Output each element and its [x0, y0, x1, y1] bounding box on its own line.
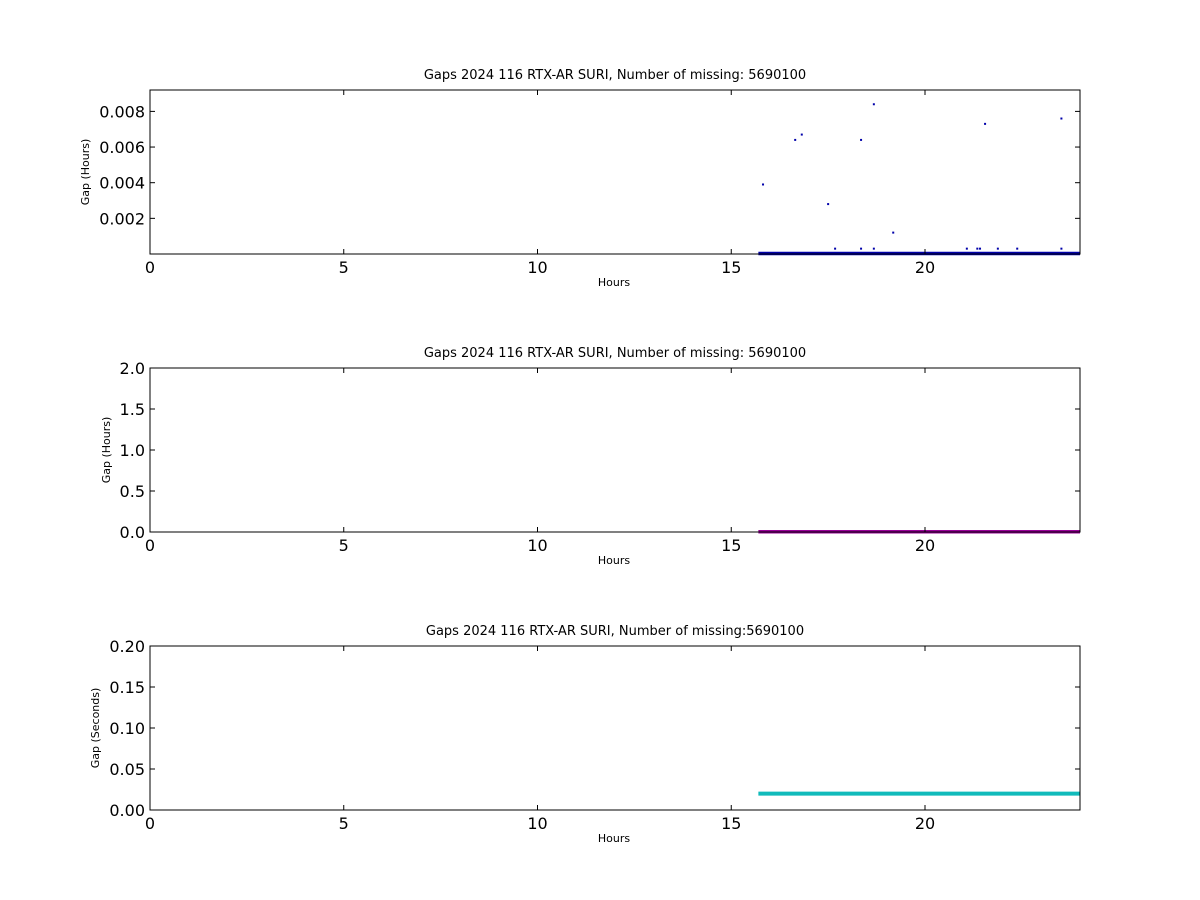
subplot-3-xtick-label-4: 20	[915, 814, 935, 833]
subplot-1-ylabel: Gap (Hours)	[79, 139, 92, 206]
subplot-3-xtick-label-2: 10	[527, 814, 547, 833]
subplot-3-ylabel: Gap (Seconds)	[89, 688, 102, 769]
subplot-1-ytick-label-0: 0.002	[99, 209, 145, 228]
subplot-1-point-16	[1060, 117, 1063, 120]
subplot-1-point-4	[834, 247, 837, 250]
subplot-2-ytick-label-1: 0.5	[120, 482, 145, 501]
subplot-3-ytick-label-3: 0.15	[109, 678, 145, 697]
subplot-1-xtick-label-0: 0	[145, 258, 155, 277]
subplot-2-ytick-label-4: 2.0	[120, 359, 145, 378]
subplot-1-ytick-label-2: 0.006	[99, 138, 145, 157]
subplot-2-plot-area: 0 5 10 15 20 0.0 0.5 1.0 1.5 2.0	[120, 359, 1081, 555]
subplot-3-xtick-label-3: 15	[721, 814, 741, 833]
subplot-3-xtick-label-1: 5	[339, 814, 349, 833]
subplot-1-title: Gaps 2024 116 RTX-AR SURI, Number of mis…	[424, 68, 806, 83]
subplot-1-point-11	[976, 247, 979, 250]
subplot-1-point-9	[892, 231, 895, 234]
subplot-2: Gaps 2024 116 RTX-AR SURI, Number of mis…	[100, 346, 1081, 567]
subplot-2-axes-frame	[149, 367, 1081, 533]
subplot-3-plot-area: 0 5 10 15 20 0.00 0.05 0.10 0.15 0.20	[109, 637, 1081, 833]
subplot-2-xtick-label-2: 10	[527, 536, 547, 555]
subplot-1-point-14	[996, 247, 999, 250]
subplot-1-point-0	[762, 183, 765, 186]
subplot-3-ytick-label-2: 0.10	[109, 719, 145, 738]
subplot-1-point-15	[1016, 247, 1019, 250]
subplot-1-axes-frame	[149, 89, 1081, 255]
subplot-1-point-10	[965, 247, 968, 250]
subplot-1-point-3	[827, 203, 830, 206]
subplot-1-point-1	[794, 138, 797, 141]
subplot-2-xtick-label-3: 15	[721, 536, 741, 555]
subplot-1-xtick-label-3: 15	[721, 258, 741, 277]
subplot-2-ytick-label-2: 1.0	[120, 441, 145, 460]
subplot-2-ylabel: Gap (Hours)	[100, 417, 113, 484]
subplot-3: Gaps 2024 116 RTX-AR SURI, Number of mis…	[89, 624, 1081, 845]
subplot-3-ytick-label-0: 0.00	[109, 801, 145, 820]
subplot-3-xtick-label-0: 0	[145, 814, 155, 833]
subplot-3-ytick-label-1: 0.05	[109, 760, 145, 779]
subplot-2-title: Gaps 2024 116 RTX-AR SURI, Number of mis…	[424, 346, 806, 361]
subplot-3-axes-frame	[149, 645, 1081, 811]
subplot-1-plot-area: 0 5 10 15 20 0.002 0.004 0.006 0.008	[99, 89, 1081, 277]
subplot-1: Gaps 2024 116 RTX-AR SURI, Number of mis…	[79, 68, 1081, 289]
subplot-1-point-13	[984, 122, 987, 125]
subplot-1-xtick-label-2: 10	[527, 258, 547, 277]
subplot-1-point-12	[979, 247, 982, 250]
subplot-2-ytick-label-3: 1.5	[120, 400, 145, 419]
subplot-3-xlabel: Hours	[598, 832, 630, 845]
subplot-2-ytick-label-0: 0.0	[120, 523, 145, 542]
subplot-1-point-2	[800, 133, 803, 136]
subplot-1-point-17	[1060, 247, 1063, 250]
subplot-3-title: Gaps 2024 116 RTX-AR SURI, Number of mis…	[426, 624, 804, 639]
subplot-1-point-6	[860, 247, 863, 250]
subplot-2-xtick-label-4: 20	[915, 536, 935, 555]
subplot-3-ytick-label-4: 0.20	[109, 637, 145, 656]
subplot-1-point-8	[872, 247, 875, 250]
subplot-2-xtick-label-0: 0	[145, 536, 155, 555]
subplot-1-xlabel: Hours	[598, 276, 630, 289]
subplot-1-point-5	[860, 138, 863, 141]
subplot-2-xtick-label-1: 5	[339, 536, 349, 555]
subplot-1-point-7	[872, 103, 875, 106]
subplot-2-xlabel: Hours	[598, 554, 630, 567]
subplot-1-xtick-label-4: 20	[915, 258, 935, 277]
subplot-1-xtick-label-1: 5	[339, 258, 349, 277]
subplot-1-ytick-label-3: 0.008	[99, 102, 145, 121]
subplot-1-ytick-label-1: 0.004	[99, 174, 145, 193]
